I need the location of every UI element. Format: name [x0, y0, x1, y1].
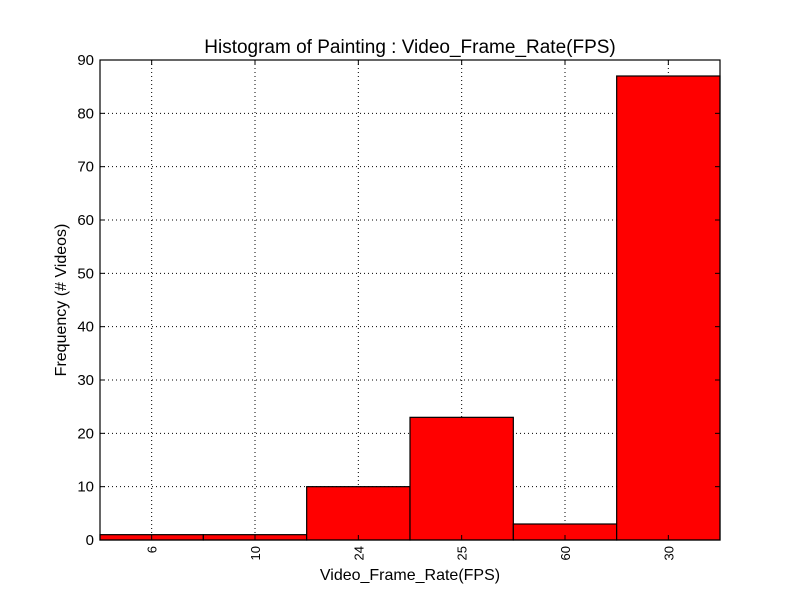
y-tick-label: 30	[77, 372, 94, 389]
bar-24	[306, 486, 411, 541]
x-tick-label: 24	[351, 546, 366, 560]
plot-frame	[99, 59, 721, 541]
y-tick-label: 10	[77, 479, 94, 496]
y-tick-labels: 0 10 20 30 40 50 60 70 80 90	[77, 52, 94, 549]
y-tick-label: 40	[77, 319, 94, 336]
x-tick-label: 6	[145, 546, 160, 553]
x-tick-label: 25	[455, 546, 470, 560]
x-tick-label: 60	[558, 546, 573, 560]
y-tick-label: 50	[77, 265, 94, 282]
bars	[99, 75, 721, 541]
x-tick-label: 10	[248, 546, 263, 560]
y-axis-label: Frequency (# Videos)	[53, 224, 70, 377]
x-tick-label: 30	[661, 546, 676, 560]
y-tick-label: 70	[77, 159, 94, 176]
bar-30	[616, 75, 721, 541]
x-axis-label: Video_Frame_Rate(FPS)	[320, 567, 500, 584]
x-tick-labels: 6 10 24 25 60 30	[145, 546, 677, 560]
y-tick-label: 60	[77, 212, 94, 229]
y-tick-label: 0	[86, 532, 94, 549]
y-tick-label: 90	[77, 52, 94, 69]
y-tick-label: 20	[77, 425, 94, 442]
ticks	[100, 59, 720, 541]
bar-25	[409, 416, 514, 541]
chart-title: Histogram of Painting : Video_Frame_Rate…	[204, 37, 616, 58]
y-tick-label: 80	[77, 105, 94, 122]
